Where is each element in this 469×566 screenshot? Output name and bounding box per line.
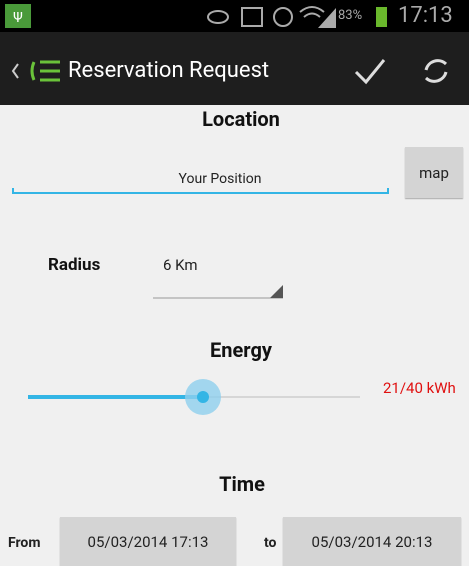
action-bar: Reservation Request [0, 32, 469, 105]
status-icons: Ψ [5, 4, 387, 28]
from-button[interactable]: 05/03/2014 17:13 [60, 517, 236, 566]
slider-thumb[interactable] [197, 391, 209, 403]
action-icons [11, 59, 448, 85]
alarm-icon [273, 7, 293, 27]
clock: 17:13 [398, 3, 453, 28]
eye-icon [207, 10, 229, 24]
to-label: to [264, 535, 277, 551]
app-icon[interactable] [30, 60, 60, 82]
field-underline [12, 188, 389, 194]
spinner [153, 285, 283, 299]
signal-icon [318, 8, 336, 28]
refresh-button[interactable] [424, 59, 448, 83]
usb-symbol: Ψ [13, 10, 23, 26]
energy-heading: Energy [210, 338, 272, 362]
up-caret [11, 63, 19, 79]
to-button[interactable]: 05/03/2014 20:13 [283, 517, 461, 566]
radius-label: Radius [48, 255, 101, 275]
battery-level: 83% [338, 8, 363, 23]
location-heading: Location [202, 107, 280, 131]
radius-value[interactable]: 6 Km [163, 256, 198, 274]
status-bar: Ψ 83% 17:13 [0, 0, 469, 32]
energy-value: 21/40 kWh [383, 379, 456, 397]
mute-icon [241, 7, 263, 27]
confirm-button[interactable] [354, 59, 386, 85]
spinner-arrow [270, 285, 283, 298]
map-button[interactable]: map [405, 147, 463, 198]
title: Reservation Request [68, 58, 270, 83]
underline [12, 188, 389, 194]
usb-icon [5, 4, 31, 28]
wifi-icon [299, 6, 325, 18]
energy-slider[interactable] [0, 375, 370, 419]
from-label: From [8, 535, 41, 551]
battery-icon [376, 7, 387, 27]
location-field[interactable]: Your Position [178, 171, 262, 187]
time-heading: Time [219, 472, 265, 496]
